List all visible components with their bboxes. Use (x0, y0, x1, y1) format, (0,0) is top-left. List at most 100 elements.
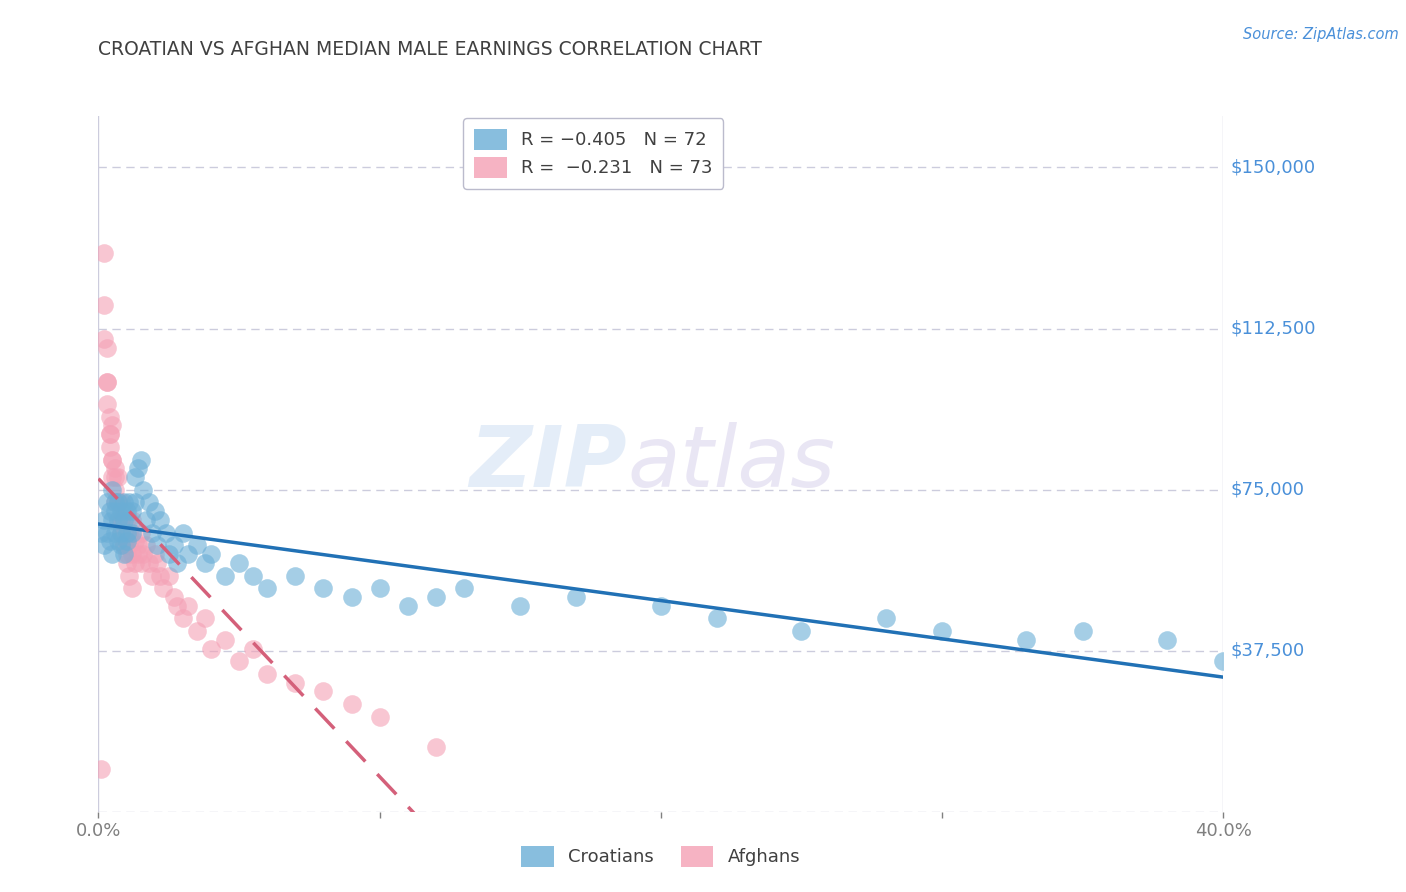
Point (101, 547, 124, 561)
Point (98, 409, 121, 424)
Point (118, 568, 141, 582)
Point (101, 513, 124, 527)
Point (706, 611, 728, 625)
Point (96, 376, 118, 390)
Point (96, 495, 118, 509)
Text: ZIP: ZIP (470, 422, 627, 506)
Point (200, 547, 222, 561)
Point (115, 556, 138, 570)
Point (1212, 654, 1234, 668)
Text: $75,000: $75,000 (1230, 481, 1305, 499)
Point (98, 504, 121, 518)
Point (107, 513, 129, 527)
Point (101, 452, 124, 467)
Point (104, 495, 127, 509)
Point (124, 556, 146, 570)
Legend: R = −0.405   N = 72, R =  −0.231   N = 73: R = −0.405 N = 72, R = −0.231 N = 73 (463, 118, 724, 188)
Point (242, 641, 264, 656)
Point (90, 525, 112, 540)
Text: $112,500: $112,500 (1230, 319, 1316, 337)
Text: $37,500: $37,500 (1230, 641, 1305, 660)
Point (107, 495, 129, 509)
Point (118, 495, 141, 509)
Point (149, 513, 172, 527)
Point (340, 698, 363, 712)
Point (177, 547, 200, 561)
Point (453, 582, 475, 596)
Point (340, 590, 363, 604)
Point (110, 495, 132, 509)
Point (104, 504, 127, 518)
Point (112, 504, 135, 518)
Text: $150,000: $150,000 (1230, 159, 1316, 177)
Point (1015, 632, 1038, 647)
Point (115, 513, 138, 527)
Point (124, 469, 146, 483)
Point (110, 513, 132, 527)
Point (96, 397, 118, 411)
Point (107, 534, 129, 549)
Point (509, 599, 531, 613)
Point (166, 599, 188, 613)
Point (284, 676, 307, 690)
Point (138, 495, 160, 509)
Point (112, 538, 135, 552)
Point (256, 667, 278, 681)
Point (177, 599, 200, 613)
Point (98, 440, 121, 454)
Point (146, 538, 169, 552)
Point (368, 710, 391, 724)
Point (93, 332, 115, 346)
Point (200, 641, 222, 656)
Point (118, 538, 141, 552)
Point (110, 525, 132, 540)
Point (163, 538, 186, 552)
Point (650, 599, 672, 613)
Point (228, 654, 250, 668)
Point (104, 461, 127, 475)
Point (121, 547, 143, 561)
Point (96, 341, 118, 355)
Point (93, 246, 115, 260)
Point (115, 534, 138, 549)
Point (107, 495, 129, 509)
Point (1071, 624, 1094, 639)
Point (101, 452, 124, 467)
Point (931, 624, 953, 639)
Point (163, 590, 186, 604)
Point (104, 469, 127, 483)
Point (121, 582, 143, 596)
Point (135, 513, 157, 527)
Point (101, 483, 124, 497)
Point (565, 590, 588, 604)
Point (138, 556, 160, 570)
Point (141, 525, 163, 540)
Point (228, 556, 250, 570)
Point (194, 556, 217, 570)
Text: atlas: atlas (627, 422, 835, 506)
Point (101, 469, 124, 483)
Point (93, 538, 115, 552)
Point (110, 525, 132, 540)
Point (368, 582, 391, 596)
Point (143, 547, 166, 561)
Point (214, 568, 236, 582)
Point (115, 534, 138, 549)
Point (96, 376, 118, 390)
Point (101, 418, 124, 433)
Point (132, 547, 155, 561)
Point (284, 568, 307, 582)
Point (121, 513, 143, 527)
Point (242, 568, 264, 582)
Point (121, 504, 143, 518)
Point (96, 525, 118, 540)
Point (172, 525, 194, 540)
Point (132, 483, 155, 497)
Point (118, 513, 141, 527)
Point (214, 632, 236, 647)
Point (98, 426, 121, 441)
Point (312, 684, 335, 698)
Point (425, 740, 447, 755)
Point (110, 538, 132, 552)
Point (157, 568, 180, 582)
